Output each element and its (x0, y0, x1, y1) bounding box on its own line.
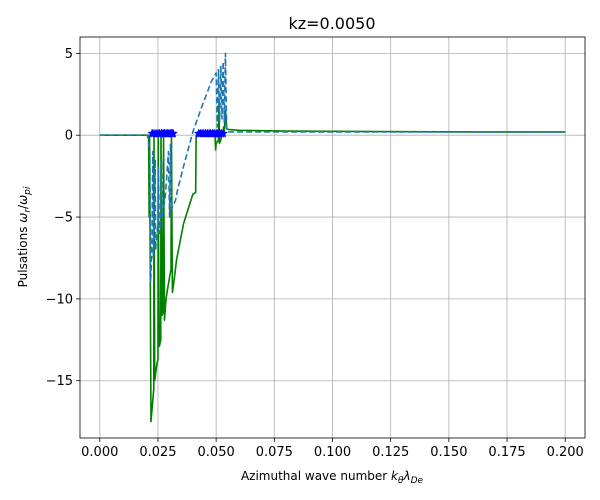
series-group (99, 52, 566, 423)
y-axis-label-omega-pi: ω (16, 195, 30, 205)
x-axis-label: Azimuthal wave number kθλDe (241, 469, 424, 486)
x-tick-label: 0.200 (547, 445, 584, 460)
y-axis-label-sub-pi: pi (23, 186, 33, 196)
x-tick-label: 0.100 (314, 445, 351, 460)
x-tick-label: 0.150 (430, 445, 467, 460)
x-tick-label: 0.050 (198, 445, 235, 460)
x-tick-label: 0.175 (488, 445, 525, 460)
chart-title: kz=0.0050 (288, 14, 375, 33)
marker-group (147, 128, 229, 138)
y-tick-label: 0 (65, 129, 73, 144)
y-axis-label-omega-r: ω (16, 213, 30, 223)
star-marker (218, 128, 229, 138)
y-axis-label-text: Pulsations (16, 223, 30, 288)
y-tick-label: −10 (46, 292, 73, 307)
y-tick-label: −5 (54, 211, 73, 226)
x-tick-label: 0.125 (372, 445, 409, 460)
series-line-dashed (99, 52, 566, 284)
ticks: 0.000 0.025 0.050 0.075 0.100 0.125 0.150 0.175… (46, 47, 584, 460)
y-axis-label-sub-r: r (23, 208, 33, 213)
x-axis-label-sub-theta: θ (398, 476, 404, 486)
x-axis-label-sub-de: De (411, 476, 424, 486)
x-axis-label-text: Azimuthal wave number (241, 469, 391, 483)
x-tick-label: 0.025 (139, 445, 176, 460)
x-axis-label-lambda: λ (402, 469, 410, 483)
series-line-solid (99, 98, 566, 423)
x-axis-label-k: k (391, 469, 399, 483)
y-tick-label: 5 (65, 47, 73, 62)
x-tick-label: 0.000 (81, 445, 118, 460)
y-tick-label: −15 (46, 374, 73, 389)
x-tick-label: 0.075 (256, 445, 293, 460)
y-axis-label: Pulsations ωr/ωpi (16, 186, 33, 287)
star-marker (168, 128, 178, 138)
